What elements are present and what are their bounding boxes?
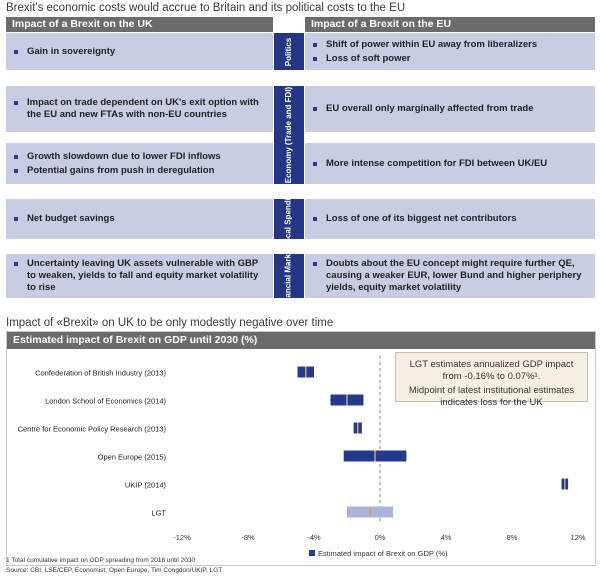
bullet-text: Doubts about the EU concept might requir…: [326, 258, 582, 293]
x-tick-label: 8%: [507, 533, 518, 542]
category-label: London School of Economics (2014): [45, 397, 166, 406]
bullet-item: Shift of power within EU away from liber…: [311, 39, 591, 51]
chart-title: Estimated impact of Brexit on GDP until …: [7, 332, 595, 349]
eu-impact-header: Impact of a Brexit on the EU: [305, 17, 595, 32]
bullet-item: Loss of soft power: [311, 53, 591, 65]
category-label: Fiscal Spending: [284, 188, 293, 250]
bullet-text: Uncertainty leaving UK assets vulnerable…: [27, 258, 259, 293]
bullet-text: Potential gains from push in deregulatio…: [27, 164, 215, 176]
bullet-square-icon: [313, 217, 317, 221]
chart-heading: Impact of «Brexit» on UK to be only mode…: [6, 317, 334, 329]
bullet-text: EU overall only marginally affected from…: [326, 103, 534, 114]
category-label: Financial Markets: [284, 242, 294, 310]
eu-impact-cell: Doubts about the EU concept might requir…: [305, 254, 595, 298]
bullet-square-icon: [14, 217, 18, 221]
bullet-text: Gain in sovereignty: [27, 45, 116, 57]
bullet-text: Loss of soft power: [326, 52, 411, 64]
category-label: Politics: [283, 37, 293, 66]
bullet-text: Net budget savings: [27, 213, 115, 224]
bullet-square-icon: [313, 107, 317, 111]
bullet-square-icon: [14, 49, 18, 54]
note-line-1: LGT estimates annualized GDP impact from…: [409, 359, 574, 382]
source-note: Source: CBI, LSE/CEP, Economist, Open Eu…: [6, 567, 223, 574]
bullet-square-icon: [14, 168, 18, 173]
uk-impact-cell: Growth slowdown due to lower FDI inflows…: [6, 143, 273, 184]
footnote: 1 Total cumulative impact on GDP spreadi…: [6, 557, 196, 564]
category-label: LGT: [151, 509, 166, 518]
lgt-estimate-note: LGT estimates annualized GDP impact from…: [395, 352, 588, 408]
bullet-square-icon: [14, 154, 18, 159]
x-tick-label: -12%: [173, 533, 191, 542]
eu-impact-cell: Shift of power within EU away from liber…: [305, 33, 595, 70]
bullet-square-icon: [14, 262, 18, 266]
category-label-bar: Fiscal Spending: [274, 188, 304, 250]
category-label-bar: Politics: [274, 33, 304, 70]
bullet-item: Gain in sovereignty: [12, 46, 269, 58]
category-label: Open Europe (2015): [98, 453, 167, 462]
bullet-square-icon: [313, 161, 317, 166]
bullet-square-icon: [313, 42, 317, 47]
legend-swatch: [309, 550, 315, 556]
bullet-text: Impact on trade dependent on UK's exit o…: [27, 97, 259, 120]
bullet-item: Impact on trade dependent on UK's exit o…: [12, 97, 269, 121]
x-tick-label: 0%: [375, 533, 386, 542]
x-tick-label: -8%: [241, 533, 255, 542]
uk-impact-cell: Net budget savings: [6, 199, 273, 239]
bullet-item: Growth slowdown due to lower FDI inflows: [12, 151, 269, 163]
bullet-item: Uncertainty leaving UK assets vulnerable…: [12, 258, 269, 294]
eu-impact-cell: Loss of one of its biggest net contribut…: [305, 199, 595, 239]
uk-impact-header: Impact of a Brexit on the UK: [6, 17, 273, 32]
bullet-text: Growth slowdown due to lower FDI inflows: [27, 150, 221, 162]
chart-frame: Estimated impact of Brexit on GDP until …: [6, 331, 596, 566]
category-label-bar: Financial Markets: [274, 242, 304, 310]
eu-impact-cell: EU overall only marginally affected from…: [305, 86, 595, 132]
bullet-text: Loss of one of its biggest net contribut…: [326, 213, 517, 224]
bullet-item: Net budget savings: [12, 213, 269, 225]
category-label: Economy (Trade and FDI): [284, 86, 293, 184]
category-label: UKIP (2014): [125, 481, 167, 490]
gdp-impact-chart: Confederation of British Industry (2013)…: [18, 356, 586, 558]
legend-label: Estimated impact of Brexit on GDP (%): [318, 549, 448, 558]
x-tick-label: 4%: [441, 533, 452, 542]
category-label: Confederation of British Industry (2013): [35, 369, 166, 378]
eu-impact-cell: More intense competition for FDI between…: [305, 143, 595, 184]
bullet-item: More intense competition for FDI between…: [311, 158, 591, 170]
bullet-square-icon: [14, 101, 18, 105]
note-line-2: Midpoint of latest institutional estimat…: [408, 385, 575, 408]
bullet-text: More intense competition for FDI between…: [326, 157, 548, 169]
bullet-item: EU overall only marginally affected from…: [311, 103, 591, 115]
uk-impact-cell: Gain in sovereignty: [6, 33, 273, 70]
bullet-item: Doubts about the EU concept might requir…: [311, 258, 591, 294]
category-label: Centre for Economic Policy Research (201…: [18, 425, 167, 434]
bullet-item: Potential gains from push in deregulatio…: [12, 165, 269, 177]
uk-impact-cell: Uncertainty leaving UK assets vulnerable…: [6, 254, 273, 298]
category-label-bar: Economy (Trade and FDI): [274, 86, 304, 184]
bullet-square-icon: [313, 56, 317, 61]
bullet-text: Shift of power within EU away from liber…: [326, 38, 538, 50]
x-tick-label: -4%: [307, 533, 321, 542]
bullet-item: Loss of one of its biggest net contribut…: [311, 213, 591, 225]
uk-impact-cell: Impact on trade dependent on UK's exit o…: [6, 86, 273, 132]
page-heading: Brexit's economic costs would accrue to …: [6, 2, 406, 14]
bullet-square-icon: [313, 262, 317, 266]
x-tick-label: 12%: [570, 533, 585, 542]
